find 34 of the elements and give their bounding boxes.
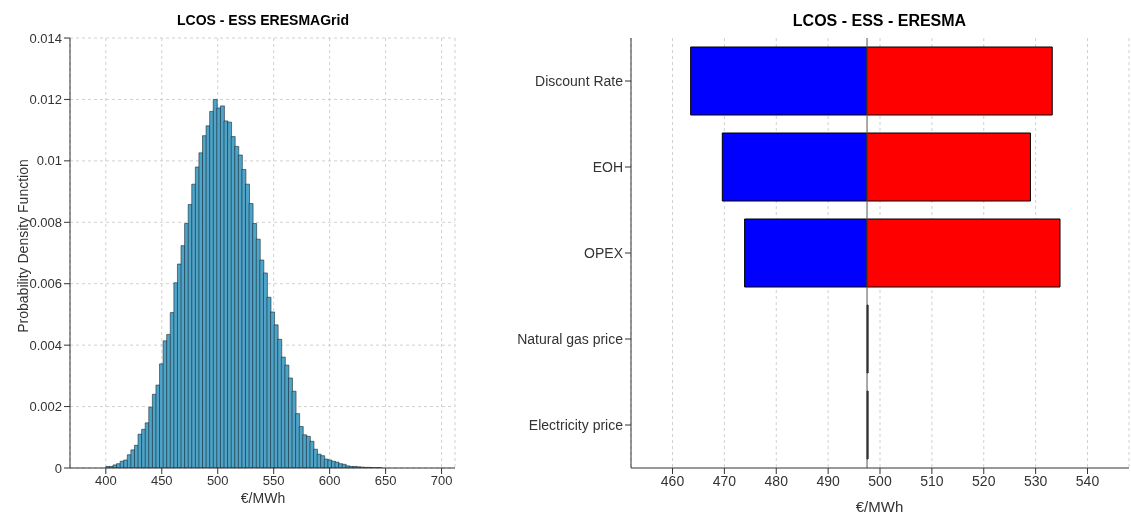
x-tick-label: 480 [764,472,789,489]
x-tick-label: 700 [430,473,453,489]
x-tick-label: 550 [262,473,285,489]
y-tick-label: Electricity price [528,416,624,433]
x-tick-label: 400 [94,473,117,489]
x-tick-label: 520 [972,472,996,489]
y-tick-label: 0.01 [36,153,62,169]
x-tick-label: 500 [206,473,229,489]
x-tick-label: 450 [150,473,173,489]
x-tick-label: 460 [660,472,685,489]
x-tick-label: 650 [374,473,397,489]
x-axis-title: €/MWh [239,490,287,506]
y-tick-label: EOH [592,158,623,175]
y-tick-label: 0.006 [29,276,62,292]
x-tick-label: 470 [712,472,737,489]
x-tick-label: 600 [318,473,341,489]
x-axis-title: €/MWh [854,498,905,515]
x-tick-label: 510 [920,472,944,489]
y-tick-label: 0.014 [29,30,62,46]
y-axis-title: Probability Density Function [15,158,31,335]
y-tick-label: 0.002 [29,399,62,415]
chart-title: LCOS - ESS - ERESMA [791,12,968,30]
y-tick-label: 0.008 [29,214,62,230]
x-tick-label: 530 [1023,472,1048,489]
y-tick-label: 0.004 [29,337,62,353]
y-tick-label: Discount Rate [535,72,624,89]
y-tick-label: OPEX [584,244,624,261]
x-tick-label: 500 [868,472,892,489]
y-tick-label: 0.012 [29,92,62,108]
x-tick-label: 490 [816,472,841,489]
chart-title: LCOS - ESS ERESMAGrid [176,12,350,28]
y-tick-label: 0 [54,460,62,476]
y-tick-label: Natural gas price [517,330,624,347]
x-tick-label: 540 [1075,472,1100,489]
